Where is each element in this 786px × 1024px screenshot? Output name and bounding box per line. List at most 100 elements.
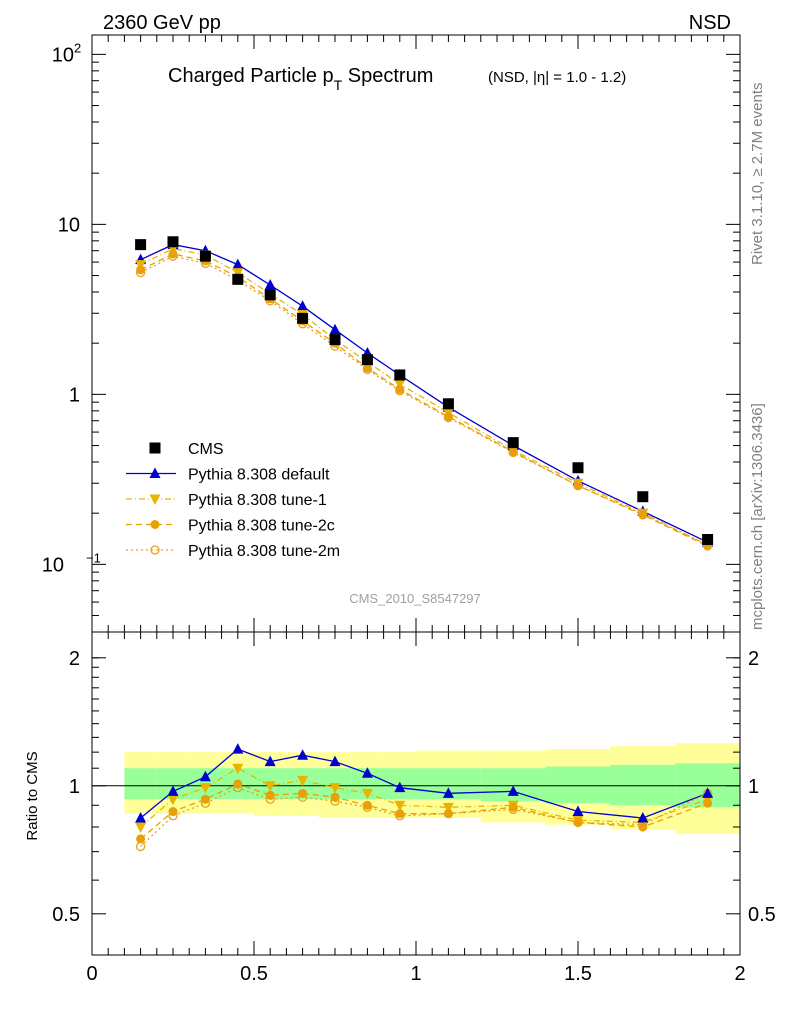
ratio-point [395,809,405,819]
legend-marker [149,442,161,454]
series-line [140,255,708,546]
data-point [167,236,179,248]
ratio-point [136,834,146,844]
ratio-point [508,804,518,815]
ratio-point [264,781,276,792]
data-point [637,491,649,503]
main-subtitle: (NSD, |η| = 1.0 - 1.2) [488,69,626,86]
ratio-point [135,822,147,834]
data-point [507,437,519,449]
ratio-panel: 0.5 0.5 1 1 2 2 0 0.5 1 1.5 2 [52,631,776,985]
data-point [638,509,648,519]
main-ytick-exponent: −1 [86,550,101,565]
series-line [140,247,708,546]
ratio-point [702,787,714,798]
ratio-point [199,770,211,782]
ratio-series-3 [140,786,708,847]
ratio-line [140,748,708,819]
header-left: 2360 GeV pp [103,12,221,34]
ratio-line [140,767,708,828]
main-ytick-label: 1 [69,384,80,406]
ratio-point [361,788,373,800]
data-point [394,379,406,391]
ratio-point [135,811,147,823]
data-point [442,398,454,410]
series-2 [140,247,708,546]
legend-label: Pythia 8.308 default [188,467,330,484]
ratio-series-0 [140,748,708,819]
data-point [329,334,341,346]
data-point [573,481,583,491]
ratio-point [395,811,405,821]
uncertainty-band-inner [545,766,611,804]
ratio-point [443,809,453,819]
legend-label: Pythia 8.308 tune-2c [188,518,335,535]
ratio-point [443,809,454,819]
ratio-point [362,802,373,812]
data-point [264,289,276,301]
data-point [199,250,211,262]
data-point [508,447,518,458]
data-point [264,278,276,290]
ratio-point [362,800,372,810]
rivet-label: Rivet 3.1.10, ≥ 2.7M events [749,83,766,266]
ratio-ytick-label-right: 2 [748,648,759,670]
ratio-point [394,781,406,793]
ratio-point [394,800,406,812]
series-4 [140,255,708,546]
ratio-point [135,841,146,852]
ratio-xtick-label: 0 [86,963,97,985]
ratio-xtick-label: 1.5 [564,963,592,985]
data-point [168,249,178,259]
ratio-ytick-label: 0.5 [52,904,80,926]
ratio-point [168,811,178,821]
ratio-ylabel: Ratio to CMS [24,751,41,840]
ratio-point [442,802,454,814]
uncertainty-band-inner [610,764,676,806]
main-ytick-exponent: 2 [74,40,81,55]
mcplots-label: mcplots.cern.ch [arXiv:1306.3436] [749,403,766,630]
ratio-point [167,794,179,806]
legend-label: Pythia 8.308 tune-2m [188,543,340,560]
ratio-point [573,817,583,828]
legend-label: Pythia 8.308 tune-1 [188,492,327,509]
ratio-point [232,763,244,775]
ratio-point [637,811,649,823]
data-point [395,386,405,396]
legend-marker [150,545,160,555]
header-right: NSD [689,12,731,34]
data-point [702,534,714,546]
ratio-point [297,775,309,787]
ratio-xtick-label: 2 [734,963,745,985]
data-point [232,273,244,285]
ratio-point [508,802,518,812]
ratio-line [140,783,708,840]
ratio-line [140,786,708,847]
ratio-point [703,798,713,808]
main-ytick-label: 10 [42,554,64,576]
ratio-point [297,792,308,802]
ratio-point [507,785,519,796]
uncertainty-band-inner [480,768,546,802]
data-point [361,354,373,366]
legend-marker [149,467,161,478]
data-point [135,239,147,251]
ratio-ytick-label-right: 1 [748,776,759,798]
ratio-point [572,805,584,817]
ratio-point [199,783,211,794]
data-point [394,369,406,381]
data-point [135,267,146,278]
main-ytick-label: 10 [58,214,80,236]
ratio-xtick-label: 1 [410,963,421,985]
ratio-point [200,798,211,808]
ratio-series-1 [140,767,708,828]
ratio-point [638,822,648,832]
legend-marker [150,520,160,529]
data-point [443,412,454,423]
ratio-ytick-label-right: 0.5 [748,904,776,926]
data-point [168,251,178,261]
main-ytick-label: 10 [52,44,74,66]
ratio-point [264,755,276,767]
data-point [362,364,373,375]
